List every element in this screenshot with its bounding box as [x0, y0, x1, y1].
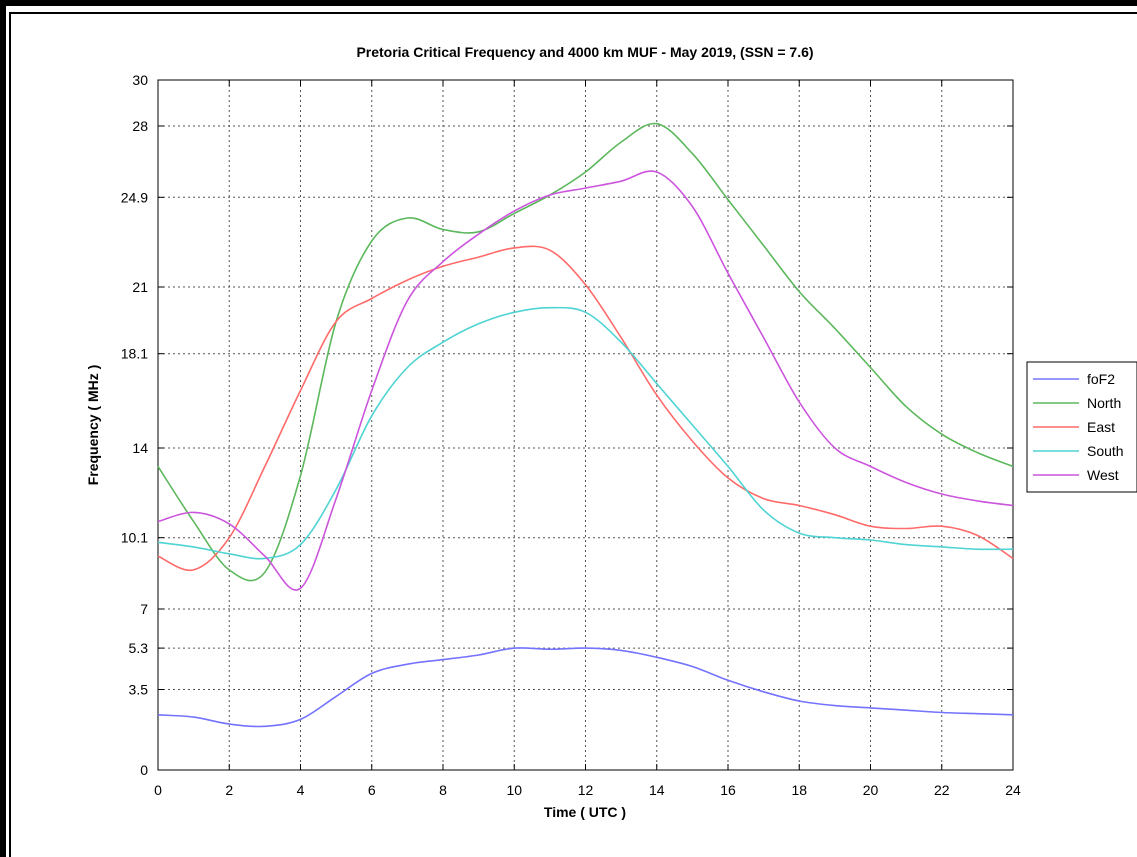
x-tick-label: 12 [578, 782, 594, 798]
series-line-south [157, 306, 1014, 560]
y-tick-label: 3.5 [129, 682, 149, 698]
y-tick-label: 0 [140, 762, 148, 778]
x-tick-label: 0 [154, 782, 162, 798]
series-lines [157, 122, 1014, 728]
y-tick-label: 21 [132, 279, 148, 295]
x-tick-label: 4 [297, 782, 305, 798]
y-tick-label: 5.3 [129, 640, 149, 656]
x-tick-label: 24 [1005, 782, 1021, 798]
y-tick-label: 30 [132, 72, 148, 88]
y-tick-label: 18.1 [121, 346, 148, 362]
y-axis-title: Frequency ( MHz ) [85, 365, 101, 486]
legend-label: North [1087, 395, 1121, 411]
x-axis-title: Time ( UTC ) [544, 804, 626, 820]
x-tick-label: 22 [934, 782, 950, 798]
y-tick-label: 10.1 [121, 530, 148, 546]
series-line-east [157, 245, 1014, 572]
y-tick-label: 14 [132, 440, 148, 456]
y-axis: 0 3.5 5.3 7 10.1 14 18.1 21 24.9 28 30 [121, 72, 1013, 778]
x-tick-label: 6 [368, 782, 376, 798]
y-tick-label: 7 [140, 601, 148, 617]
chart-title: Pretoria Critical Frequency and 4000 km … [356, 44, 813, 60]
legend-label: West [1087, 467, 1119, 483]
x-tick-label: 18 [791, 782, 807, 798]
x-tick-label: 10 [506, 782, 522, 798]
legend-label: foF2 [1087, 371, 1115, 387]
x-tick-label: 16 [720, 782, 736, 798]
x-axis: 0 2 4 6 8 10 12 14 16 18 20 22 24 [154, 80, 1021, 798]
grid [158, 80, 1013, 770]
x-tick-label: 14 [649, 782, 665, 798]
x-tick-label: 8 [439, 782, 447, 798]
plot-frame [9, 12, 1137, 857]
series-line-west [157, 170, 1014, 591]
legend: foF2 North East South West [1026, 361, 1137, 493]
y-tick-label: 24.9 [121, 189, 148, 205]
y-tick-label: 28 [132, 118, 148, 134]
series-line-north [157, 122, 1014, 582]
x-tick-label: 2 [225, 782, 233, 798]
legend-label: South [1087, 443, 1124, 459]
x-tick-label: 20 [863, 782, 879, 798]
series-line-fof2 [157, 647, 1014, 728]
legend-label: East [1087, 419, 1115, 435]
